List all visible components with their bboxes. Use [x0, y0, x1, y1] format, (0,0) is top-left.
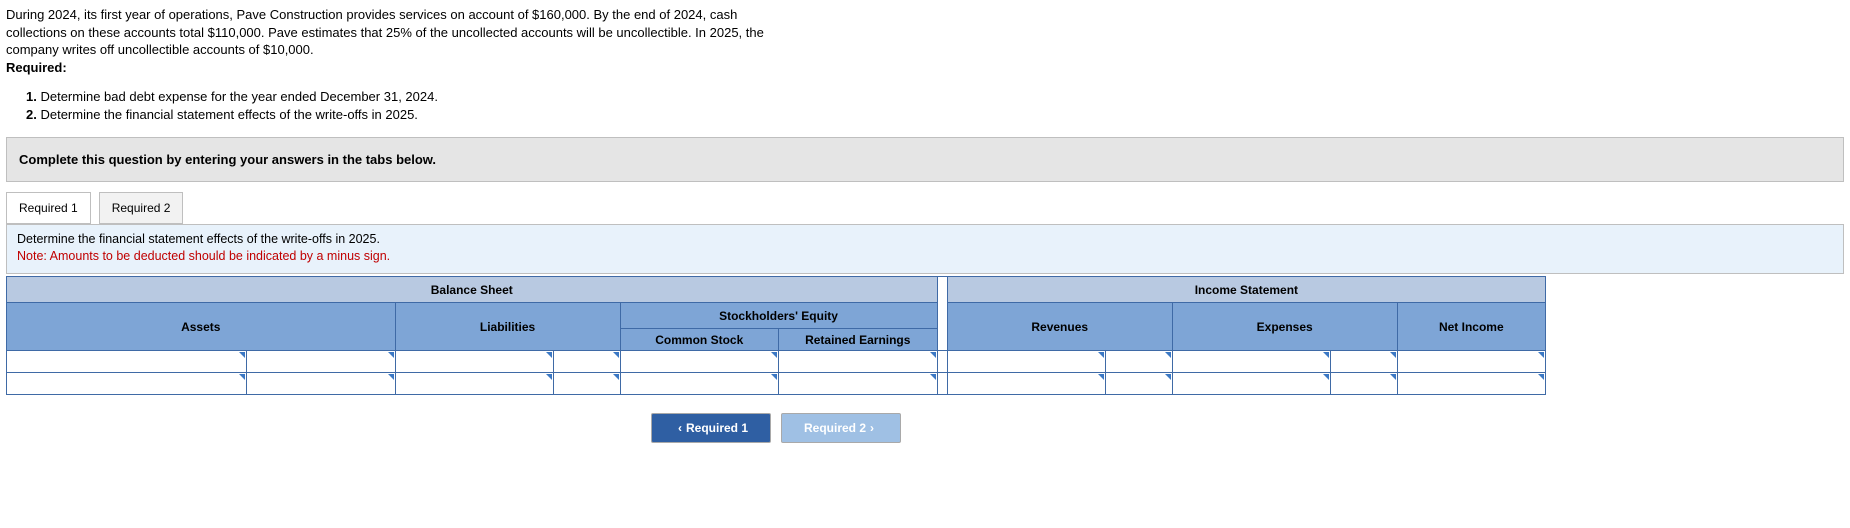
header-balance-sheet: Balance Sheet: [7, 277, 938, 303]
input-exp-1a[interactable]: [1172, 351, 1331, 373]
problem-text: During 2024, its first year of operation…: [0, 0, 1200, 76]
chevron-left-icon: ‹: [674, 421, 686, 435]
requirement-text: Determine the financial statement effect…: [40, 107, 417, 122]
header-liabilities: Liabilities: [395, 303, 620, 351]
header-retained-earnings: Retained Earnings: [779, 329, 938, 351]
input-liab-2b[interactable]: [554, 373, 620, 395]
input-liab-1b[interactable]: [554, 351, 620, 373]
input-re-2[interactable]: [779, 373, 938, 395]
problem-line: company writes off uncollectible account…: [6, 42, 314, 57]
input-rev-1a[interactable]: [947, 351, 1106, 373]
header-assets: Assets: [7, 303, 396, 351]
header-revenues: Revenues: [947, 303, 1172, 351]
header-common-stock: Common Stock: [620, 329, 779, 351]
spacer: [937, 351, 947, 373]
input-ni-1[interactable]: [1397, 351, 1545, 373]
header-expenses: Expenses: [1172, 303, 1397, 351]
requirement-item: 1. Determine bad debt expense for the ye…: [26, 88, 1850, 106]
input-cs-1[interactable]: [620, 351, 779, 373]
requirement-item: 2. Determine the financial statement eff…: [26, 106, 1850, 124]
tabs-row: Required 1 Required 2: [0, 192, 1850, 224]
input-exp-1b[interactable]: [1331, 351, 1397, 373]
tab-required-2[interactable]: Required 2: [99, 192, 184, 224]
requirement-text: Determine bad debt expense for the year …: [40, 89, 437, 104]
header-net-income: Net Income: [1397, 303, 1545, 351]
instruction-main: Determine the financial statement effect…: [17, 231, 1833, 248]
input-assets-1b[interactable]: [247, 351, 395, 373]
input-liab-2a[interactable]: [395, 373, 554, 395]
input-ni-2[interactable]: [1397, 373, 1545, 395]
header-stockholders-equity: Stockholders' Equity: [620, 303, 937, 329]
spacer: [937, 277, 947, 351]
input-exp-2b[interactable]: [1331, 373, 1397, 395]
header-income-statement: Income Statement: [947, 277, 1545, 303]
financial-statement-table: Balance Sheet Income Statement Assets Li…: [6, 276, 1546, 395]
instruction-note: Note: Amounts to be deducted should be i…: [17, 248, 1833, 265]
input-liab-1a[interactable]: [395, 351, 554, 373]
next-label: Required 2: [804, 421, 866, 435]
input-assets-2a[interactable]: [7, 373, 247, 395]
chevron-right-icon: ›: [866, 421, 878, 435]
prev-button[interactable]: ‹Required 1: [651, 413, 771, 443]
requirements-list: 1. Determine bad debt expense for the ye…: [0, 76, 1850, 137]
input-rev-1b[interactable]: [1106, 351, 1172, 373]
spacer: [937, 373, 947, 395]
prev-label: Required 1: [686, 421, 748, 435]
problem-line: collections on these accounts total $110…: [6, 25, 764, 40]
nav-buttons: ‹Required 1 Required 2›: [6, 413, 1546, 443]
input-rev-2a[interactable]: [947, 373, 1106, 395]
next-button[interactable]: Required 2›: [781, 413, 901, 443]
financial-statement-table-wrap: Balance Sheet Income Statement Assets Li…: [6, 276, 1844, 395]
input-exp-2a[interactable]: [1172, 373, 1331, 395]
input-re-1[interactable]: [779, 351, 938, 373]
input-rev-2b[interactable]: [1106, 373, 1172, 395]
input-assets-1a[interactable]: [7, 351, 247, 373]
tab-required-1[interactable]: Required 1: [6, 192, 91, 224]
input-cs-2[interactable]: [620, 373, 779, 395]
complete-instruction-bar: Complete this question by entering your …: [6, 137, 1844, 182]
input-assets-2b[interactable]: [247, 373, 395, 395]
required-label: Required:: [6, 60, 67, 75]
tab-instruction: Determine the financial statement effect…: [6, 224, 1844, 274]
problem-line: During 2024, its first year of operation…: [6, 7, 737, 22]
